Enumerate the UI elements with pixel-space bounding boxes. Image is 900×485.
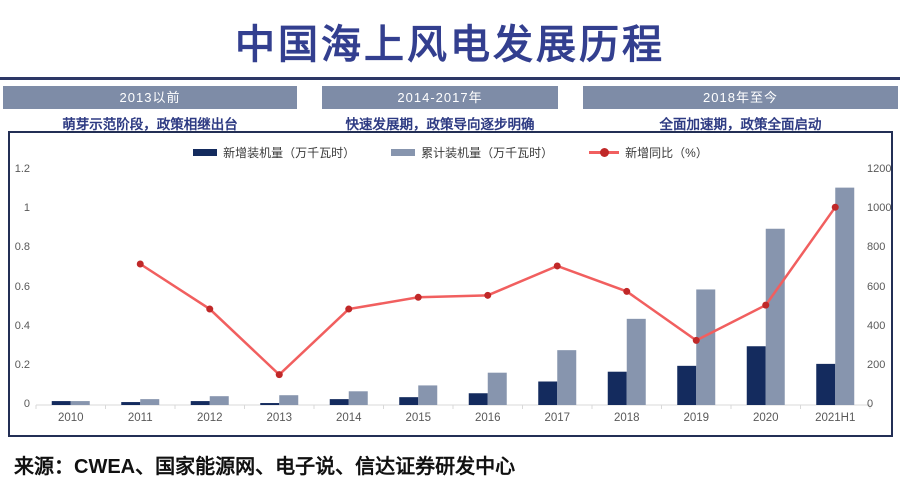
x-axis-label-2016: 2016 [474, 412, 501, 424]
stage-1: 2013以前 萌芽示范阶段，政策相继出台 [3, 86, 297, 133]
x-axis-label-2018: 2018 [613, 412, 640, 424]
x-axis-label-2010: 2010 [57, 412, 84, 424]
legend-item-yoy: 新增同比（%） [589, 144, 708, 161]
bar-new-2020 [746, 346, 766, 405]
combo-chart [35, 187, 871, 409]
x-axis-label-2021H1: 2021H1 [815, 412, 856, 424]
bar-new-2021H1 [816, 363, 836, 405]
left-axis-tick-label: 0.2 [14, 358, 30, 371]
bar-new-2013 [260, 403, 280, 405]
x-axis-label-2011: 2011 [127, 412, 153, 424]
yoy-marker-icon [692, 336, 700, 344]
bar-cumulative-2020 [765, 228, 785, 405]
right-axis-tick-label: 1200 [867, 163, 892, 175]
x-axis-label-2015: 2015 [405, 412, 432, 424]
axis-labels: 0 0.2 0.4 0.6 0.8 1 1.2 0 200 400 600 800 1000 1200 20… [10, 133, 892, 435]
left-axis-tick-label: 0.4 [14, 319, 30, 332]
legend-swatch-new-installed-icon [193, 149, 218, 156]
x-axis-label-2020: 2020 [752, 412, 779, 424]
bar-new-2018 [607, 371, 627, 405]
x-axis-label-2014: 2014 [335, 412, 362, 424]
bar-cumulative-2018 [626, 318, 646, 405]
right-axis-tick-label: 800 [867, 241, 886, 254]
legend-swatch-cumulative-icon [391, 149, 416, 156]
left-axis-tick-label: 0.8 [14, 241, 30, 254]
stage-caption-2014-2017: 快速发展期，政策导向逐步明确 [345, 117, 535, 132]
legend-yoy-marker-icon [600, 148, 610, 157]
right-axis-tick-label: 200 [867, 358, 886, 371]
chart-legend: 新增装机量（万千瓦时） 累计装机量（万千瓦时） 新增同比（%） [10, 144, 891, 161]
yoy-marker-icon [623, 287, 631, 295]
yoy-marker-icon [553, 262, 561, 270]
left-axis-tick-label: 1.2 [14, 163, 30, 175]
legend-label-new-installed: 新增装机量（万千瓦时） [223, 146, 356, 160]
right-axis-tick-label: 400 [867, 319, 886, 332]
x-axis-label-2017: 2017 [544, 412, 571, 424]
bar-cumulative-2011 [140, 399, 160, 405]
bar-new-2015 [399, 397, 419, 405]
stage-caption-2013: 萌芽示范阶段，政策相继出台 [62, 117, 238, 132]
bar-new-2012 [190, 401, 210, 405]
source-note: 来源：CWEA、国家能源网、电子说、信达证券研发中心 [14, 456, 516, 478]
bar-cumulative-2013 [279, 395, 299, 405]
legend-label-yoy: 新增同比（%） [625, 146, 708, 160]
yoy-marker-icon [136, 260, 144, 268]
bar-cumulative-2019 [696, 289, 716, 405]
right-axis-tick-label: 600 [867, 280, 886, 293]
bar-new-2010 [51, 401, 71, 405]
left-axis-tick-label: 0.6 [14, 280, 30, 293]
bar-new-2016 [468, 393, 488, 405]
yoy-marker-icon [484, 291, 492, 299]
bar-cumulative-2010 [70, 401, 90, 405]
stage-banner-2014-2017: 2014-2017年 [322, 86, 558, 109]
stage-2: 2014-2017年 快速发展期，政策导向逐步明确 [322, 86, 558, 133]
bar-new-2019 [677, 365, 697, 405]
legend-label-cumulative: 累计装机量（万千瓦时） [421, 146, 554, 160]
title-divider [0, 77, 900, 80]
bar-cumulative-2016 [487, 372, 507, 405]
page-title: 中国海上风电发展历程 [235, 23, 665, 67]
stage-banner-2018: 2018年至今 [583, 86, 898, 109]
bar-cumulative-2021H1 [835, 187, 855, 405]
yoy-marker-icon [275, 371, 283, 379]
yoy-marker-icon [206, 305, 214, 313]
yoy-marker-icon [831, 203, 839, 211]
bar-cumulative-2014 [348, 391, 368, 405]
legend-item-cumulative: 累计装机量（万千瓦时） [391, 144, 553, 161]
stage-caption-2018: 全面加速期，政策全面启动 [659, 117, 822, 132]
bar-cumulative-2012 [209, 396, 229, 405]
yoy-marker-icon [762, 301, 770, 309]
legend-swatch-yoy-line-icon [589, 148, 620, 157]
right-axis-tick-label: 1000 [867, 202, 892, 215]
chart-panel: 0 0.2 0.4 0.6 0.8 1 1.2 0 200 400 600 800 1000 1200 20… [8, 131, 893, 437]
stage-3: 2018年至今 全面加速期，政策全面启动 [583, 86, 898, 133]
bar-cumulative-2017 [557, 350, 577, 405]
bar-cumulative-2015 [418, 385, 438, 405]
yoy-marker-icon [414, 293, 422, 301]
stage-banner-2013: 2013以前 [3, 86, 297, 109]
bar-new-2014 [329, 399, 349, 405]
x-axis-label-2012: 2012 [196, 412, 223, 424]
legend-item-new: 新增装机量（万千瓦时） [193, 144, 355, 161]
yoy-marker-icon [345, 305, 353, 313]
x-axis-label-2019: 2019 [683, 412, 710, 424]
right-axis-tick-label: 0 [867, 398, 874, 410]
bar-new-2017 [538, 381, 558, 405]
bar-new-2011 [121, 402, 141, 405]
x-axis-label-2013: 2013 [266, 412, 293, 424]
left-axis-tick-label: 1 [23, 202, 30, 215]
left-axis-tick-label: 0 [23, 398, 30, 410]
